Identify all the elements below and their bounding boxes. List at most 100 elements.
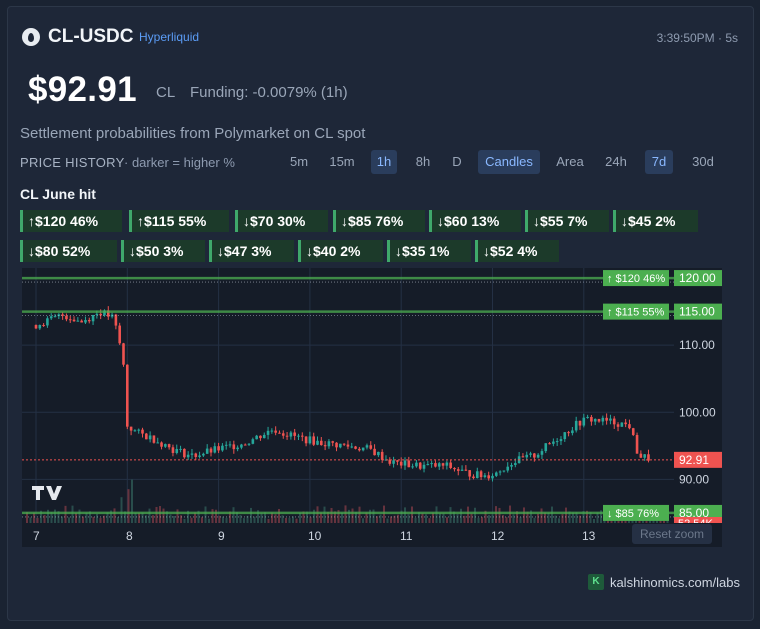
hit-chip[interactable]: ↓$52 4% [475, 240, 559, 262]
candle-body [194, 453, 198, 457]
candle-body [87, 319, 91, 322]
volume-bar [169, 514, 172, 523]
volume-bar [131, 479, 133, 523]
price-tag-label: 92.91 [679, 453, 709, 467]
volume-bar [113, 508, 116, 523]
volume-bar [484, 510, 487, 523]
interval-15m[interactable]: 15m [329, 154, 355, 169]
volume-bar [54, 509, 56, 523]
volume-bar [50, 512, 53, 523]
volume-bar [379, 514, 382, 523]
candle-body [411, 466, 414, 468]
range-30d[interactable]: 30d [692, 154, 714, 169]
hit-chip[interactable]: ↓$55 7% [525, 210, 609, 232]
hit-chip[interactable]: ↓$85 76% [333, 210, 425, 232]
volume-bar [565, 507, 567, 523]
hit-chip[interactable]: ↑$120 46% [20, 210, 122, 232]
candle-body [179, 448, 182, 450]
volume-bar [393, 515, 396, 523]
hit-chip[interactable]: ↓$40 2% [298, 240, 383, 262]
volume-bar [313, 509, 315, 523]
candle-body [106, 310, 110, 317]
volume-bar [337, 510, 340, 523]
candle-body [297, 435, 300, 437]
candle-body [346, 444, 350, 447]
volume-bar [502, 515, 504, 523]
volume-bar [278, 508, 280, 523]
volume-bar [71, 505, 74, 523]
volume-bar [439, 513, 441, 523]
candle-body [525, 454, 529, 458]
chart-type-candles[interactable]: Candles [478, 150, 540, 174]
interval-d[interactable]: D [452, 154, 462, 169]
y-tick: 100.00 [679, 405, 716, 419]
volume-bar [467, 506, 469, 523]
volume-bar [197, 510, 200, 523]
volume-bar [362, 518, 364, 523]
footer-attribution[interactable]: K kalshinomics.com/labs [587, 574, 740, 590]
hit-chip[interactable]: ↓$47 3% [209, 240, 294, 262]
axis-level-label: 120.00 [679, 271, 716, 285]
volume-bar [246, 515, 249, 523]
candle-body [635, 434, 639, 454]
candle-body [601, 417, 605, 422]
candle-body [392, 460, 395, 464]
range-7d[interactable]: 7d [645, 150, 673, 174]
venue-link[interactable]: Hyperliquid [139, 30, 200, 44]
volume-bar [141, 512, 144, 523]
hit-chip[interactable]: ↓$60 13% [429, 210, 521, 232]
hit-chip[interactable]: ↓$35 1% [387, 240, 471, 262]
candle-body [453, 467, 456, 470]
candle-body [224, 444, 228, 446]
volume-bar [145, 515, 147, 523]
hit-chip[interactable]: ↓$70 30% [235, 210, 328, 232]
y-tick: 90.00 [679, 472, 709, 486]
candle-body [266, 430, 270, 435]
candle-body [320, 440, 323, 446]
candle-body [167, 444, 171, 448]
candle-body [639, 453, 643, 458]
candle-body [426, 464, 430, 466]
volume-bar [491, 514, 494, 523]
hit-chip[interactable]: ↓$45 2% [613, 210, 698, 232]
candle-body [293, 432, 296, 436]
candle-body [308, 436, 312, 444]
range-24h[interactable]: 24h [605, 154, 627, 169]
hit-chip[interactable]: ↑$115 55% [129, 210, 229, 232]
candle-body [498, 471, 502, 473]
volume-bar [579, 515, 581, 523]
candle-body [552, 441, 555, 444]
kalshinomics-logo-icon: K [587, 574, 604, 590]
candle-body [441, 463, 445, 466]
candle-body [232, 444, 236, 450]
candle-body [72, 319, 76, 322]
interval-1h[interactable]: 1h [371, 150, 397, 174]
candle-body [300, 435, 304, 437]
volume-bar [533, 517, 536, 523]
refresh-clock: 3:39:50PM · 5s [656, 31, 738, 45]
candle-body [205, 448, 209, 454]
volume-bar [425, 514, 427, 523]
volume-bar [498, 507, 501, 523]
hit-chip[interactable]: ↓$80 52% [20, 240, 117, 262]
footer-link[interactable]: kalshinomics.com/labs [609, 574, 740, 590]
current-price: $92.91 [28, 70, 137, 109]
hit-chip[interactable]: ↓$50 3% [121, 240, 205, 262]
volume-bar [208, 518, 210, 523]
candlestick-chart[interactable]: ↑ $120 46% 120.00 ↑ $115 55% 115.00 ↓ $85 76… [22, 268, 722, 523]
interval-5m[interactable]: 5m [289, 154, 309, 169]
interval-8h[interactable]: 8h [415, 154, 431, 169]
candle-body [99, 313, 102, 316]
chart-type-area[interactable]: Area [556, 154, 584, 169]
candle-body [384, 459, 388, 461]
level-tag [603, 303, 669, 320]
price-chart[interactable]: ↑ $120 46% 120.00 ↑ $115 55% 115.00 ↓ $85 76… [22, 268, 722, 523]
candle-body [536, 454, 540, 458]
volume-bar [320, 512, 322, 523]
volume-bar [292, 516, 294, 523]
level-tag-label: ↑ $120 46% [607, 273, 665, 285]
candle-body [365, 445, 369, 448]
volume-bar [117, 517, 119, 523]
reset-zoom-button[interactable]: Reset zoom [632, 524, 712, 544]
candle-body [133, 430, 137, 432]
